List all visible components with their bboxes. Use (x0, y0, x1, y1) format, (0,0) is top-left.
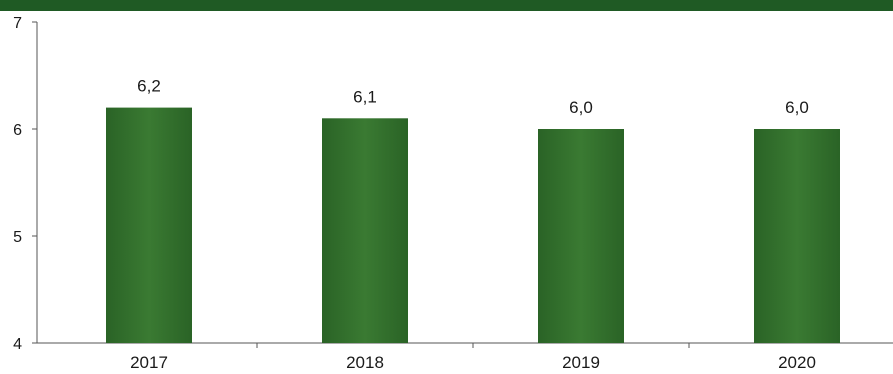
category-label-2018: 2018 (346, 353, 384, 372)
bar-2018 (322, 118, 408, 343)
category-label-2020: 2020 (778, 353, 816, 372)
header-band (0, 0, 893, 11)
y-tick-label: 4 (13, 336, 22, 353)
bars (106, 107, 840, 343)
bar-2017 (106, 107, 192, 343)
data-label-2020: 6,0 (785, 98, 809, 117)
bar-2020 (754, 129, 840, 343)
category-label-2019: 2019 (562, 353, 600, 372)
data-label-2017: 6,2 (137, 77, 161, 96)
category-label-2017: 2017 (130, 353, 168, 372)
y-tick-label: 5 (13, 229, 22, 246)
y-tick-label: 7 (13, 15, 22, 32)
data-label-2018: 6,1 (353, 87, 377, 106)
y-tick-label: 6 (13, 122, 22, 139)
data-label-2019: 6,0 (569, 98, 593, 117)
labels: 6,2 2017 6,1 2018 6,0 2019 6,0 2020 (130, 77, 816, 372)
axes: 4 5 6 7 (13, 15, 893, 353)
bar-2019 (538, 129, 624, 343)
